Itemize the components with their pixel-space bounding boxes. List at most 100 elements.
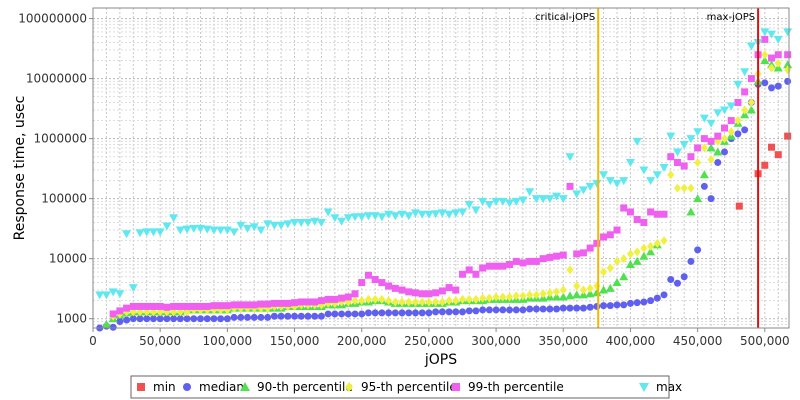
point-max xyxy=(578,186,588,195)
point-max xyxy=(350,213,360,222)
point-90-th-percentile xyxy=(639,251,649,260)
point-max xyxy=(444,210,454,219)
point-99-th-percentile xyxy=(707,137,715,145)
point-95-th-percentile xyxy=(546,288,554,298)
point-95-th-percentile xyxy=(721,134,729,144)
point-99-th-percentile xyxy=(539,255,547,263)
point-99-th-percentile xyxy=(680,162,688,170)
point-median xyxy=(458,308,466,316)
point-99-th-percentile xyxy=(364,271,372,279)
point-median xyxy=(472,307,480,315)
point-median xyxy=(136,315,144,323)
point-max xyxy=(599,171,609,180)
legend-swatch-min xyxy=(137,383,145,391)
point-99-th-percentile xyxy=(163,303,171,311)
point-95-th-percentile xyxy=(600,267,608,277)
point-max xyxy=(404,212,414,221)
point-max xyxy=(491,197,501,206)
point-99-th-percentile xyxy=(405,288,413,296)
point-median xyxy=(371,309,379,317)
point-max xyxy=(417,210,427,219)
point-95-th-percentile xyxy=(707,154,715,164)
point-median xyxy=(445,308,453,316)
point-max xyxy=(666,132,676,141)
point-99-th-percentile xyxy=(217,302,225,310)
point-99-th-percentile xyxy=(371,275,379,283)
point-max xyxy=(740,68,750,77)
point-max xyxy=(619,177,629,186)
point-median xyxy=(156,315,164,323)
point-median xyxy=(217,315,225,323)
point-max xyxy=(236,221,246,230)
point-max xyxy=(505,199,515,208)
point-95-th-percentile xyxy=(364,294,372,304)
point-median xyxy=(774,82,782,90)
y-axis-ticks: 1000 10000 100000 1000000 10000000 100000000 xyxy=(18,12,93,326)
point-99-th-percentile xyxy=(452,286,460,294)
point-max xyxy=(148,228,158,237)
x-tick-label: 500,000 xyxy=(740,334,790,348)
point-max xyxy=(652,171,662,180)
point-min xyxy=(774,151,782,159)
point-max xyxy=(437,209,447,218)
point-median xyxy=(660,291,668,299)
point-99-th-percentile xyxy=(291,299,299,307)
point-median xyxy=(673,279,681,287)
point-median xyxy=(391,309,399,317)
point-99-th-percentile xyxy=(553,252,561,260)
point-99-th-percentile xyxy=(411,289,419,297)
point-median xyxy=(223,315,231,323)
point-99-th-percentile xyxy=(747,75,755,83)
point-max xyxy=(410,209,420,218)
point-99-th-percentile xyxy=(640,219,648,227)
point-max xyxy=(672,148,682,157)
point-median xyxy=(465,307,473,315)
point-99-th-percentile xyxy=(149,302,157,310)
point-median xyxy=(284,312,292,320)
y-axis-title: Response time, usec xyxy=(12,96,28,241)
point-median xyxy=(317,312,325,320)
point-median xyxy=(291,312,299,320)
point-median xyxy=(264,313,272,321)
point-99-th-percentile xyxy=(385,282,393,290)
series-99-th-percentile xyxy=(109,35,792,318)
point-95-th-percentile xyxy=(633,247,641,257)
point-min xyxy=(735,202,743,210)
x-tick-label: 350,000 xyxy=(538,334,588,348)
point-max xyxy=(558,195,568,204)
point-90-th-percentile xyxy=(619,272,629,281)
point-median xyxy=(586,303,594,311)
point-99-th-percentile xyxy=(465,266,473,274)
point-max xyxy=(269,221,279,230)
point-median xyxy=(546,305,554,313)
point-max xyxy=(370,212,380,221)
point-99-th-percentile xyxy=(546,253,554,261)
x-tick-label: 100,000 xyxy=(203,334,253,348)
point-95-th-percentile xyxy=(519,291,527,301)
point-95-th-percentile xyxy=(371,294,379,304)
point-max xyxy=(115,290,125,299)
point-max xyxy=(243,224,253,233)
point-99-th-percentile xyxy=(761,35,769,43)
point-max xyxy=(122,230,132,239)
point-max xyxy=(95,291,105,300)
point-95-th-percentile xyxy=(613,256,621,266)
point-max xyxy=(216,226,226,235)
point-95-th-percentile xyxy=(398,297,406,307)
point-99-th-percentile xyxy=(485,262,493,270)
point-90-th-percentile xyxy=(558,292,568,301)
point-median xyxy=(237,313,245,321)
point-max xyxy=(303,219,313,228)
point-99-th-percentile xyxy=(183,302,191,310)
point-95-th-percentile xyxy=(700,143,708,153)
point-95-th-percentile xyxy=(512,291,520,301)
point-99-th-percentile xyxy=(472,270,480,278)
point-median xyxy=(452,308,460,316)
point-median xyxy=(600,302,608,310)
marker-layer: critical-jOPS max-jOPS xyxy=(535,8,760,328)
point-median xyxy=(190,315,198,323)
point-99-th-percentile xyxy=(398,286,406,294)
point-95-th-percentile xyxy=(405,297,413,307)
point-99-th-percentile xyxy=(123,304,131,312)
point-median xyxy=(378,309,386,317)
